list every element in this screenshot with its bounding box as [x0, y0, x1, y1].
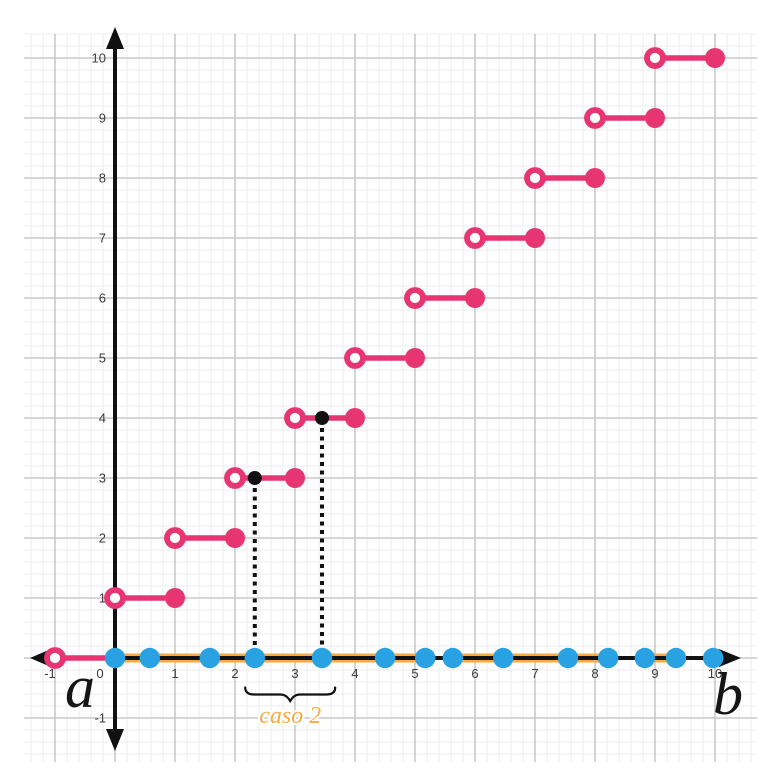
step-open-point: [104, 587, 126, 609]
y-tick-label: 6: [99, 291, 106, 306]
step-open-point: [584, 107, 606, 129]
sequence-dot: [199, 647, 220, 669]
step-closed-point: [285, 468, 305, 488]
sequence-dot: [634, 647, 655, 669]
sequence-dot: [598, 647, 619, 669]
x-tick-label: 0: [96, 666, 103, 681]
x-tick-label: 9: [651, 666, 658, 681]
step-closed-point: [525, 228, 545, 248]
y-tick-label: 9: [99, 111, 106, 126]
axis-label-a: a: [65, 654, 95, 720]
step-closed-point: [225, 528, 245, 548]
y-axis-bottom-arrow: [106, 729, 124, 751]
step-closed-point: [165, 588, 185, 608]
y-tick-label: 3: [99, 471, 106, 486]
step-closed-point: [705, 48, 725, 68]
x-tick-label: 7: [531, 666, 538, 681]
sequence-dot: [244, 647, 265, 669]
brace: [244, 686, 337, 704]
sequence-dot: [415, 647, 436, 669]
brace-label: caso 2: [259, 703, 321, 729]
y-tick-label: 7: [99, 231, 106, 246]
guide-point: [247, 471, 262, 485]
axis-label-b: b: [713, 661, 743, 727]
step-open-point: [524, 167, 546, 189]
step-closed-point: [465, 288, 485, 308]
sequence-dot: [374, 647, 396, 669]
y-tick-label: 4: [99, 411, 106, 426]
step-closed-point: [645, 108, 665, 128]
sequence-dot: [703, 647, 724, 669]
step-closed-point: [345, 408, 365, 428]
step-open-point: [224, 467, 246, 489]
sequence-dot: [104, 647, 126, 669]
sequence-dot: [493, 647, 514, 669]
step-closed-point: [585, 168, 605, 188]
guide-point: [315, 411, 329, 425]
sequence-dot: [442, 647, 463, 669]
y-tick-label: 2: [99, 531, 106, 546]
y-tick-label: 5: [99, 351, 106, 366]
x-tick-label: 5: [411, 666, 418, 681]
x-axis-right-arrow: [719, 649, 741, 667]
y-axis-top-arrow: [106, 27, 124, 49]
sequence-dot: [311, 647, 333, 669]
x-tick-label: 4: [351, 666, 358, 681]
x-tick-label: 8: [591, 666, 598, 681]
step-closed-point: [405, 348, 425, 368]
sequence-dot: [139, 647, 160, 669]
step-open-point: [404, 287, 426, 309]
sequence-dot: [665, 647, 687, 669]
x-tick-label: 10: [708, 666, 722, 681]
x-tick-label: 2: [231, 666, 238, 681]
step-open-point: [464, 227, 486, 249]
x-tick-label: -1: [44, 666, 56, 681]
step-open-point: [344, 347, 366, 369]
x-tick-label: 3: [291, 666, 298, 681]
x-tick-label: 6: [471, 666, 478, 681]
step-open-point: [284, 407, 306, 429]
y-tick-label: 1: [99, 591, 106, 606]
y-tick-label: 8: [99, 171, 106, 186]
step-open-point: [164, 527, 186, 549]
x-tick-label: 1: [171, 666, 178, 681]
step-open-point: [44, 647, 66, 669]
y-tick-label: 10: [92, 51, 106, 66]
y-tick-label: -1: [94, 711, 106, 726]
step-open-point: [644, 47, 666, 69]
sequence-dot: [557, 647, 579, 669]
